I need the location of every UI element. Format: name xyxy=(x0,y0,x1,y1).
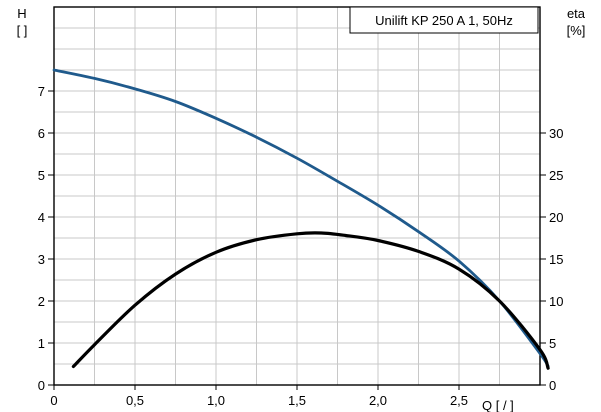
efficiency-curve xyxy=(71,231,550,370)
series-layer xyxy=(52,68,550,370)
y-right-axis-unit: [%] xyxy=(567,23,586,38)
x-tick-label: 0 xyxy=(50,393,57,408)
y-right-tick-label: 25 xyxy=(549,168,563,183)
y-left-tick-label: 0 xyxy=(38,378,45,393)
y-right-tick-label: 15 xyxy=(549,252,563,267)
x-tick-label: 2,5 xyxy=(450,393,468,408)
chart-title-box xyxy=(349,6,539,34)
x-tick-label: 1,0 xyxy=(207,393,225,408)
y-right-tick-label: 20 xyxy=(549,210,563,225)
y-left-tick-label: 2 xyxy=(38,294,45,309)
y-left-tick-label: 3 xyxy=(38,252,45,267)
y-right-axis-title: eta xyxy=(567,6,586,21)
tick-labels: 0 0,5 1,0 1,5 2,0 2,5 0 1 2 3 4 5 6 7 0 5 10 15 20 25 30 xyxy=(38,84,564,408)
y-left-axis-title: H xyxy=(17,6,26,21)
chart-title: Unilift KP 250 A 1, 50Hz xyxy=(375,13,513,28)
x-tick-label: 1,5 xyxy=(288,393,306,408)
y-left-axis-unit: [ ] xyxy=(17,23,28,38)
tick-marks xyxy=(48,90,546,390)
y-left-tick-label: 4 xyxy=(38,210,45,225)
x-tick-label: 0,5 xyxy=(126,393,144,408)
y-right-tick-label: 10 xyxy=(549,294,563,309)
y-left-tick-label: 5 xyxy=(38,168,45,183)
y-left-tick-label: 7 xyxy=(38,84,45,99)
y-left-tick-label: 6 xyxy=(38,126,45,141)
x-tick-label: 2,0 xyxy=(369,393,387,408)
y-right-tick-label: 0 xyxy=(549,378,556,393)
y-left-tick-label: 1 xyxy=(38,336,45,351)
y-right-tick-label: 30 xyxy=(549,126,563,141)
y-right-tick-label: 5 xyxy=(549,336,556,351)
grid xyxy=(54,7,540,385)
x-axis-title: Q [ / ] xyxy=(482,398,514,412)
